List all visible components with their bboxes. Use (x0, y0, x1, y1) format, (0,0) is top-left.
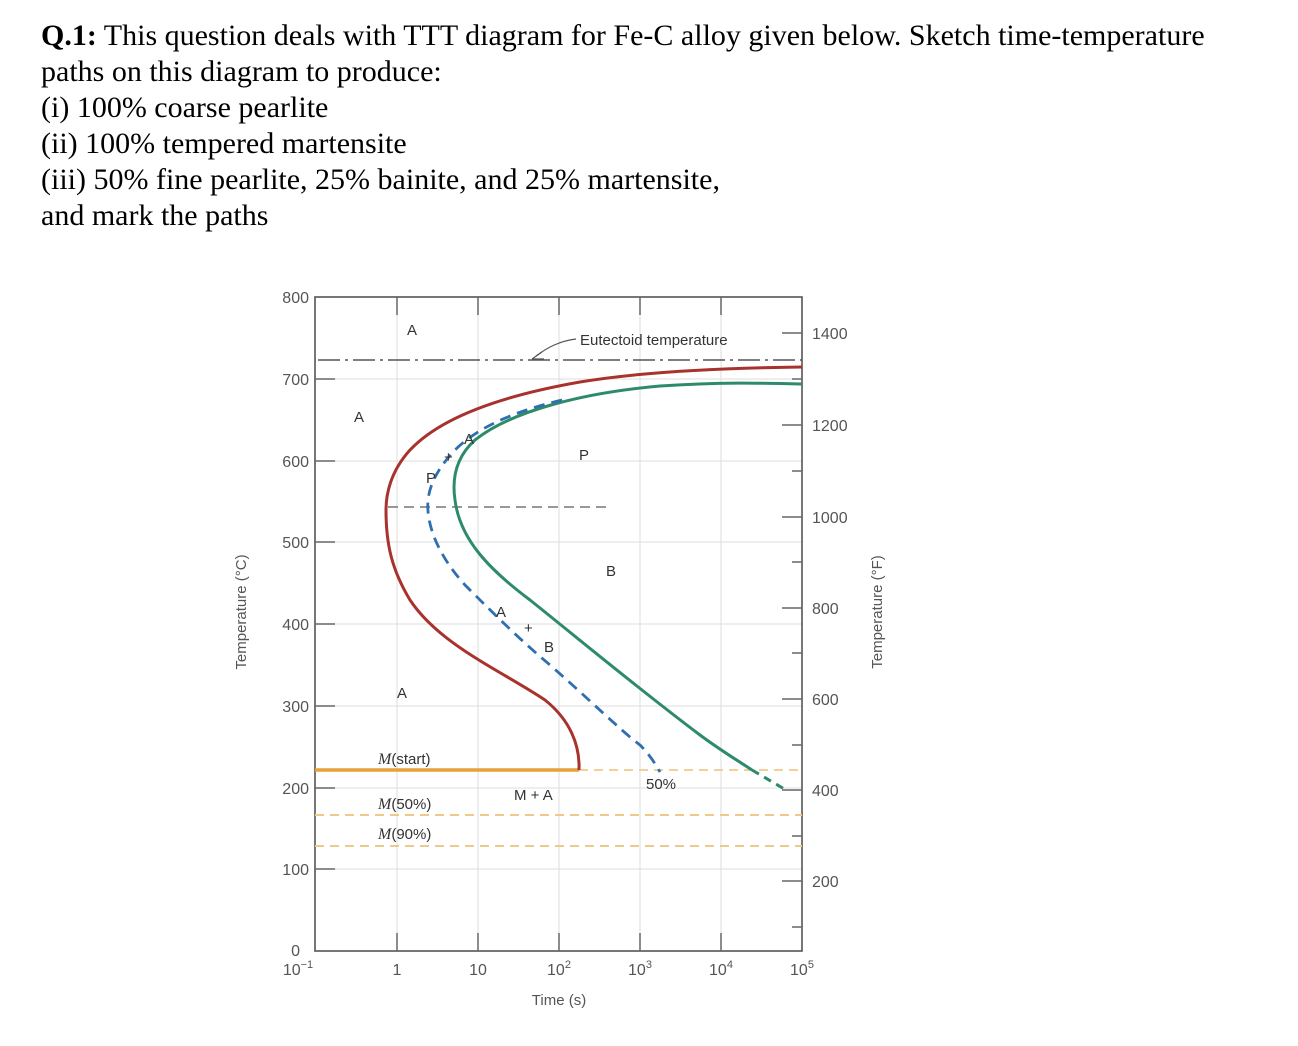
x-tick-10000: 104 (709, 959, 733, 979)
label-pa-p: P (426, 470, 436, 487)
left-tick-200: 200 (282, 781, 309, 798)
left-tick-0: 0 (291, 943, 300, 960)
question-item-3: (iii) 50% fine pearlite, 25% bainite, an… (41, 163, 720, 196)
label-pa-a: A (464, 431, 474, 448)
region-a-lower: A (397, 685, 407, 702)
question-closing: and mark the paths (41, 199, 269, 232)
left-tick-100: 100 (282, 862, 309, 879)
label-m-50: M(50%) (377, 796, 431, 813)
question-label: Q.1: (41, 19, 97, 52)
right-tick-800: 800 (812, 601, 839, 618)
right-tick-1400: 1400 (812, 326, 848, 343)
left-tick-marks (315, 378, 335, 870)
grid-lines (315, 297, 802, 951)
left-tick-500: 500 (282, 535, 309, 552)
right-axis-title: Temperature (°F) (869, 555, 886, 669)
region-a-top: A (407, 322, 417, 339)
left-axis-labels: 800 700 600 500 400 300 200 100 0 (282, 290, 309, 960)
left-tick-400: 400 (282, 617, 309, 634)
x-axis-labels: 10−1 1 10 102 103 104 105 (283, 959, 814, 979)
question-line-2: paths on this diagram to produce: (41, 55, 442, 88)
transformation-finish-curve (452, 381, 803, 772)
region-p: P (579, 447, 589, 464)
region-b: B (606, 563, 616, 580)
finish-curve-dashed-tail (751, 768, 787, 792)
left-axis-title: Temperature (°C) (233, 554, 250, 669)
label-m-plus-a: M + A (514, 787, 553, 804)
left-tick-300: 300 (282, 699, 309, 716)
region-a-left: A (354, 409, 364, 426)
label-ab-b: B (544, 639, 554, 656)
right-tick-400: 400 (812, 783, 839, 800)
x-tick-marks (396, 297, 722, 951)
label-m-start: M(start) (377, 751, 431, 768)
question-line-1: Q.1: This question deals with TTT diagra… (41, 19, 1205, 52)
label-ab-plus: + (524, 620, 533, 637)
x-tick-100000: 105 (790, 959, 814, 979)
label-m-90: M(90%) (377, 826, 431, 843)
x-tick-0.1: 10−1 (283, 959, 313, 979)
right-tick-1200: 1200 (812, 418, 848, 435)
question-item-1: (i) 100% coarse pearlite (41, 91, 329, 124)
left-tick-700: 700 (282, 372, 309, 389)
left-tick-600: 600 (282, 454, 309, 471)
right-tick-600: 600 (812, 692, 839, 709)
eutectoid-label: Eutectoid temperature (580, 332, 728, 349)
eutectoid-arrow-icon (535, 338, 577, 357)
right-tick-marks (782, 332, 802, 928)
x-tick-10: 10 (469, 962, 487, 979)
left-tick-800: 800 (282, 290, 309, 307)
label-fifty-percent: 50% (646, 776, 676, 793)
label-pa-plus: + (444, 449, 453, 466)
x-tick-100: 102 (547, 959, 571, 979)
right-axis-labels: 1400 1200 1000 800 600 400 200 (812, 326, 848, 891)
right-tick-1000: 1000 (812, 510, 848, 527)
question-text: Q.1: This question deals with TTT diagra… (41, 18, 1281, 234)
transformation-start-curve (384, 365, 803, 771)
x-tick-1000: 103 (628, 959, 652, 979)
x-axis-title: Time (s) (532, 992, 586, 1009)
x-tick-1: 1 (393, 962, 402, 979)
right-tick-200: 200 (812, 874, 839, 891)
question-item-2: (ii) 100% tempered martensite (41, 127, 407, 160)
label-ab-a: A (496, 604, 506, 621)
fifty-percent-curve (426, 398, 662, 773)
